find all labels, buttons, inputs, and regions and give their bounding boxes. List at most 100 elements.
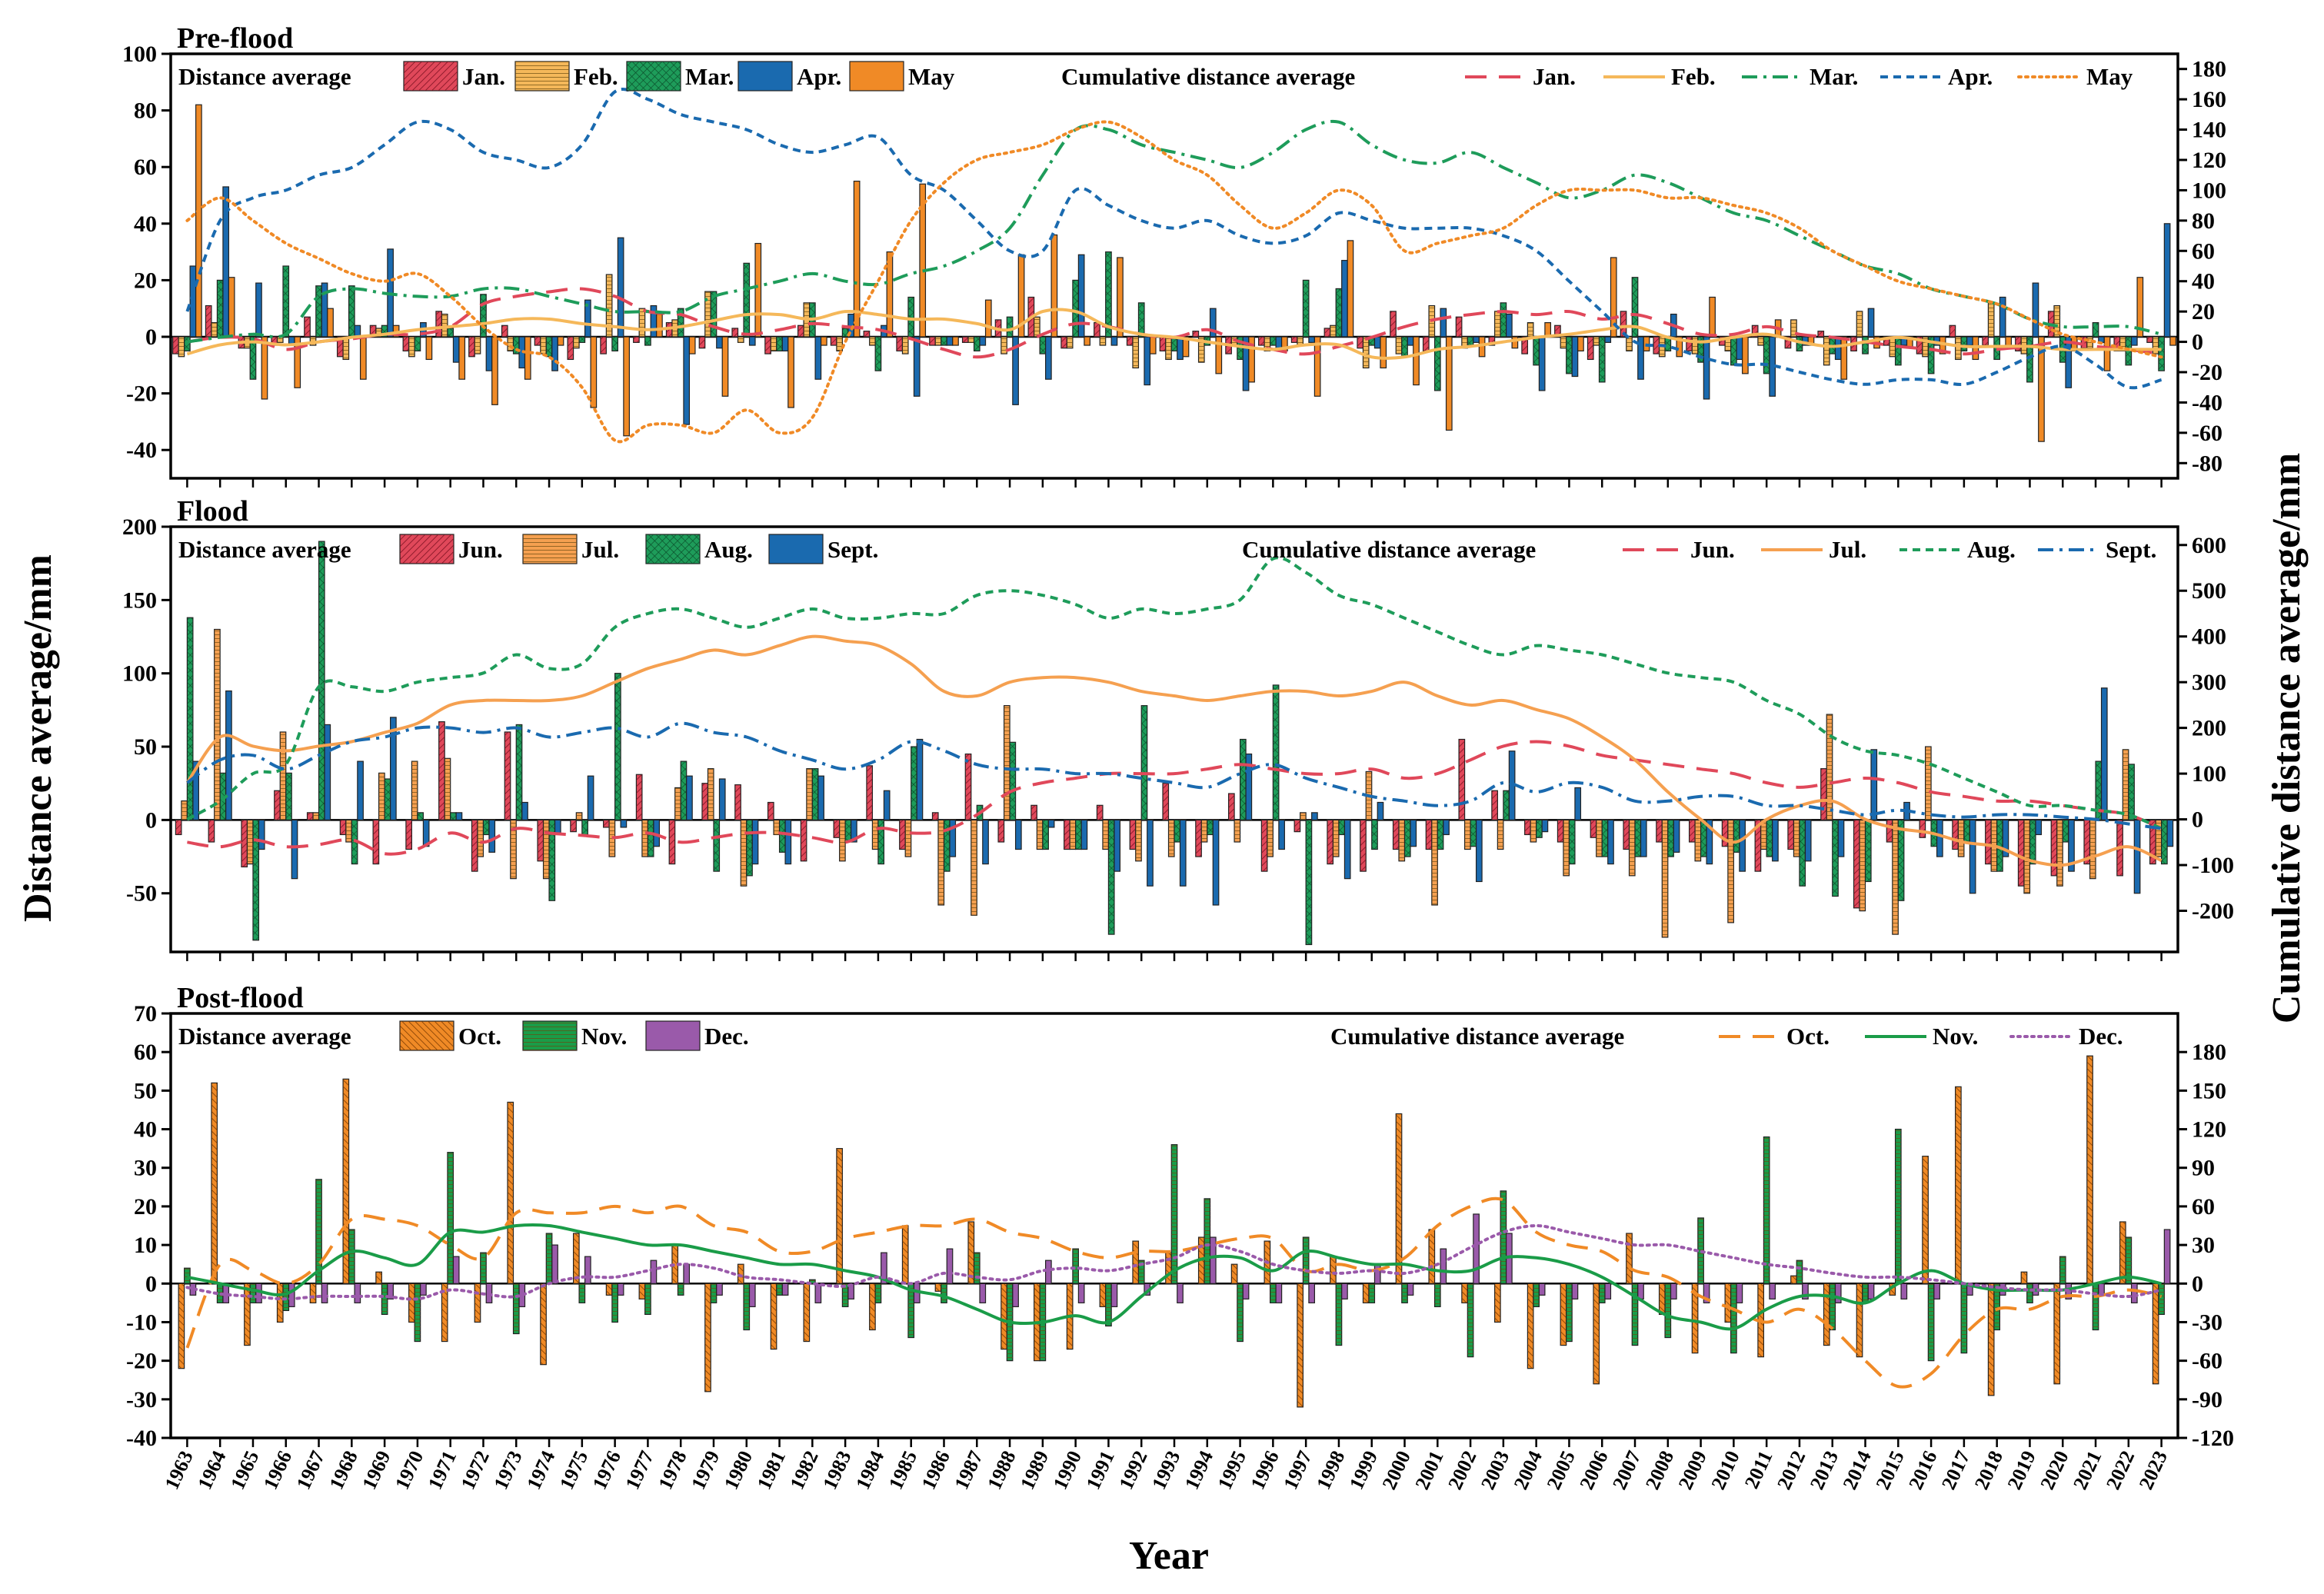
bar-oct-1977-hatch: [639, 1283, 645, 1299]
bar-aug-2018-hatch: [1996, 820, 2003, 872]
bar-aug-1973-hatch: [516, 724, 522, 820]
bar-jun-1979-hatch: [701, 783, 708, 820]
bar-oct-1987-hatch: [968, 1221, 974, 1284]
bar-jun-2001-hatch: [1426, 820, 1432, 850]
bar-jun-1980-hatch: [734, 784, 741, 820]
bar-legend-swatch-mar-hatch: [627, 62, 681, 91]
bar-aug-1984-hatch: [877, 820, 884, 864]
bar-jun-1966-hatch: [274, 790, 281, 820]
bar-jul-2000-hatch: [1399, 820, 1405, 861]
bar-jul-2017-hatch: [1958, 820, 1964, 857]
bar-aug-1977-hatch: [648, 820, 654, 857]
bar-oct-1966-hatch: [277, 1283, 284, 1323]
bar-sept-1988: [1014, 819, 1022, 850]
bar-oct-2008-hatch: [1659, 1283, 1666, 1315]
y-tick-label-left: -10: [126, 1309, 157, 1335]
bar-jan-1968-hatch: [337, 337, 344, 357]
bar-nov-2002-hatch: [1467, 1283, 1473, 1357]
bar-jan-1971-hatch: [435, 311, 442, 337]
bar-mar-1978-hatch: [678, 308, 684, 337]
bar-jan-1964-hatch: [205, 305, 211, 337]
y-tick-label-right: -100: [2192, 853, 2234, 878]
x-tick-label-1980: 1980: [720, 1447, 757, 1493]
bar-dec-2004: [1538, 1283, 1546, 1296]
bar-aug-2012-hatch: [1799, 820, 1806, 887]
bar-nov-1967-hatch: [315, 1179, 322, 1284]
bar-dec-1999: [1373, 1263, 1381, 1284]
bar-aug-2006-hatch: [1602, 820, 1608, 857]
bar-may-1994: [1215, 336, 1223, 374]
bar-feb-2012-hatch: [1790, 319, 1797, 337]
bar-apr-2005: [1571, 336, 1579, 378]
bar-apr-2013: [1834, 336, 1842, 361]
x-tick-label-2016: 2016: [1904, 1447, 1941, 1493]
bar-jun-1963-hatch: [175, 820, 181, 835]
bar-oct-1971-hatch: [441, 1283, 448, 1342]
bar-jun-1984-hatch: [866, 765, 873, 820]
bar-aug-2009-hatch: [1700, 820, 1707, 857]
bar-mar-1977-hatch: [644, 337, 651, 346]
bar-mar-1998-hatch: [1336, 288, 1342, 337]
x-tick-label-1999: 1999: [1345, 1447, 1382, 1493]
x-tick-label-2003: 2003: [1477, 1447, 1513, 1493]
bar-mar-1992-hatch: [1138, 302, 1144, 337]
x-tick-label-2000: 2000: [1378, 1447, 1415, 1493]
bar-mar-1983-hatch: [842, 328, 848, 337]
bar-aug-1999-hatch: [1371, 820, 1378, 850]
bar-jan-2023-hatch: [2146, 337, 2153, 343]
bar-feb-1987-hatch: [968, 337, 974, 343]
bar-nov-2017-hatch: [1961, 1283, 1967, 1353]
bar-mar-1996-hatch: [1270, 337, 1277, 346]
bar-jan-2009-hatch: [1686, 337, 1693, 351]
bar-sept-1986: [949, 819, 957, 857]
bar-series-aug: [186, 541, 2168, 946]
bar-feb-1963-hatch: [178, 337, 185, 357]
bar-may-2022: [2136, 277, 2144, 338]
bar-jul-1996-hatch: [1267, 820, 1274, 857]
bar-mar-2011-hatch: [1763, 337, 1770, 374]
y-tick-label-right: -120: [2192, 1426, 2234, 1451]
bar-jan-1998-hatch: [1324, 328, 1330, 337]
bar-aug-1986-hatch: [944, 820, 950, 872]
bar-jul-1963-hatch: [181, 800, 188, 820]
bar-may-1971: [458, 336, 466, 380]
bar-apr-1999: [1373, 336, 1381, 349]
bar-sept-1982: [817, 775, 824, 820]
bar-legend-label: Mar.: [685, 63, 734, 90]
bar-jul-1973-hatch: [510, 820, 517, 879]
y-tick-label-right: 200: [2192, 716, 2226, 741]
bar-mar-1999-hatch: [1368, 337, 1375, 346]
bar-may-1976: [623, 336, 630, 437]
bar-aug-1971-hatch: [450, 812, 457, 820]
bar-nov-2003-hatch: [1500, 1190, 1507, 1284]
y-tick-label-right: 60: [2192, 1194, 2215, 1220]
bar-legend-title: Distance average: [178, 1023, 351, 1050]
bar-sept-2013: [1837, 819, 1845, 857]
y-tick-label-right: 120: [2192, 1117, 2226, 1143]
bar-aug-1989-hatch: [1042, 820, 1049, 850]
x-tick-label-1978: 1978: [654, 1447, 691, 1493]
bar-mar-1964-hatch: [217, 280, 223, 337]
bar-legend-label: Aug.: [704, 536, 753, 563]
bar-aug-2005-hatch: [1569, 820, 1575, 864]
bar-dec-1969: [387, 1283, 394, 1299]
bar-oct-1999-hatch: [1363, 1283, 1369, 1303]
y-tick-label-left: 60: [134, 155, 157, 180]
bar-nov-2007-hatch: [1632, 1283, 1638, 1346]
bar-feb-2002-hatch: [1461, 337, 1468, 348]
bar-jul-2010-hatch: [1727, 820, 1734, 923]
y-axis-title-right: Cumulative distance average/mm: [2265, 453, 2309, 1023]
bar-apr-1990: [1077, 254, 1085, 338]
bar-aug-2023-hatch: [2161, 820, 2168, 864]
bar-jan-2003-hatch: [1489, 337, 1495, 346]
bar-apr-1985: [913, 336, 921, 397]
bar-legend-label: Jun.: [458, 536, 503, 563]
bar-jan-1970-hatch: [403, 337, 409, 351]
bar-jun-1973-hatch: [504, 731, 511, 820]
bar-sept-1978: [686, 775, 693, 820]
cumulative-line-nov: [187, 1223, 2163, 1331]
bar-jul-1991-hatch: [1102, 820, 1109, 850]
y-tick-label-left: 0: [145, 807, 157, 833]
bar-apr-2010: [1736, 336, 1743, 361]
x-tick-label-1990: 1990: [1049, 1447, 1086, 1493]
